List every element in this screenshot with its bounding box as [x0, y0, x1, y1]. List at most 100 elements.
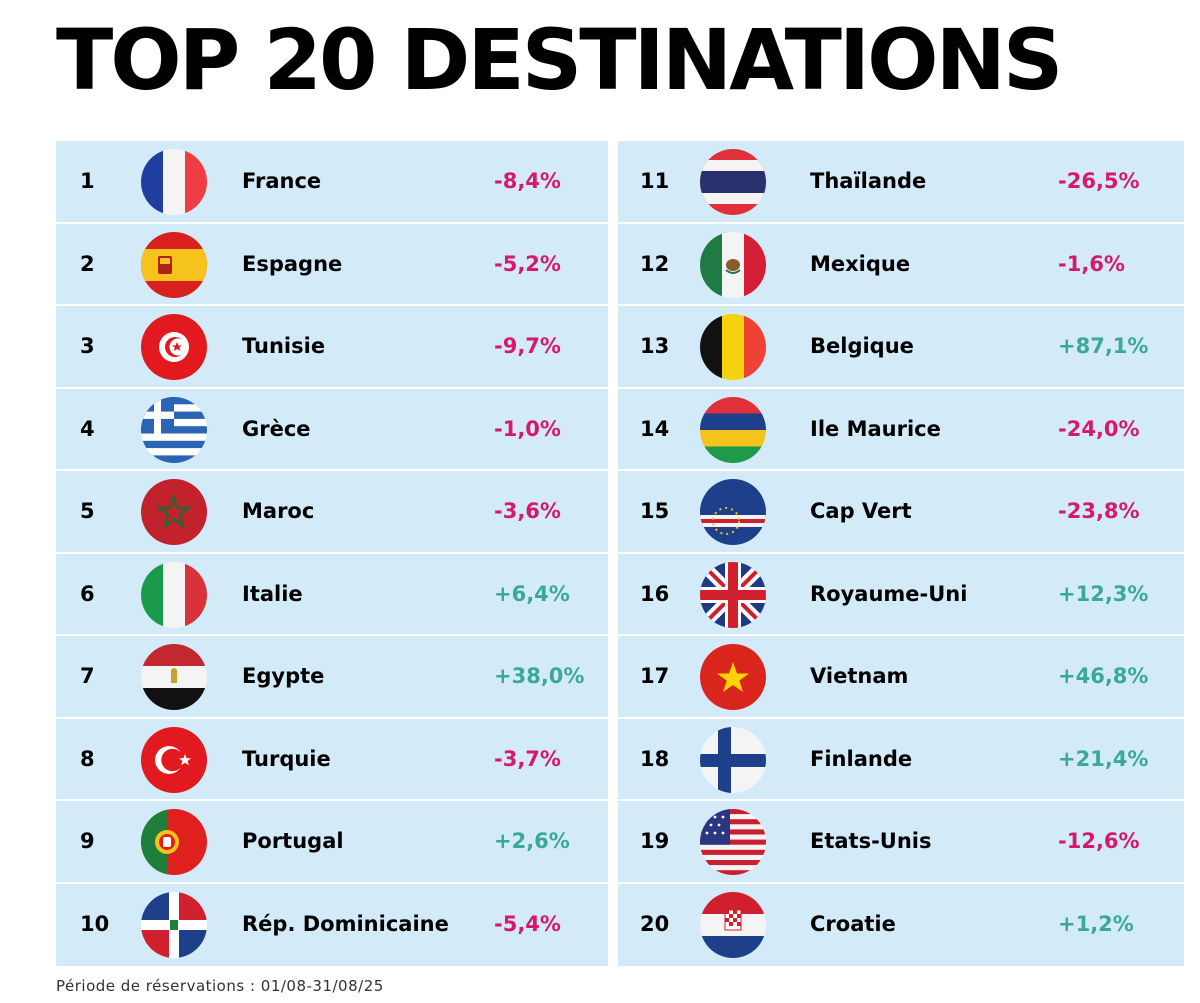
destination-change: -8,4%	[494, 169, 561, 193]
destination-name: Grèce	[242, 416, 311, 441]
destination-change: -1,0%	[494, 416, 561, 441]
destination-change: +87,1%	[1058, 334, 1149, 358]
ranking-column-right: 11 Thaïlande -26,5% 12 Mexique -1,6% 13 Belgiqu…	[618, 141, 1184, 966]
destination-name: Etats-Unis	[810, 829, 932, 853]
mauritius-flag-icon	[700, 396, 766, 463]
destination-rank: 11	[640, 169, 670, 193]
destination-name: Royaume-Uni	[810, 581, 968, 606]
destination-row: 18 Finlande +21,4%	[618, 718, 1184, 799]
destination-rank: 12	[640, 251, 670, 276]
dominican-republic-flag-icon	[141, 891, 207, 958]
destination-row: 2 Espagne -5,2%	[56, 223, 608, 304]
destination-change: +2,6%	[494, 829, 570, 853]
destination-row: 13 Belgique +87,1%	[618, 306, 1184, 387]
destination-change: -24,0%	[1058, 416, 1140, 441]
tunisia-flag-icon	[141, 314, 207, 380]
destination-rank: 4	[80, 416, 95, 441]
destination-name: Italie	[242, 581, 303, 606]
destination-row: 4 Grèce -1,0%	[56, 388, 608, 469]
destination-rank: 14	[640, 416, 670, 441]
destination-name: Finlande	[810, 746, 913, 771]
destination-name: Thaïlande	[810, 169, 927, 193]
destination-rank: 20	[640, 911, 670, 936]
destination-row: 20 Croatie +1,2%	[618, 883, 1184, 966]
turkey-flag-icon	[141, 726, 207, 793]
destination-rank: 15	[640, 499, 670, 523]
destination-row: 12 Mexique -1,6%	[618, 223, 1184, 304]
destination-rank: 8	[80, 746, 95, 771]
destination-row: 14 Ile Maurice -24,0%	[618, 388, 1184, 469]
destination-rank: 1	[80, 169, 95, 193]
destination-rank: 7	[80, 664, 95, 688]
destination-row: 19 Etats-Unis -12,6%	[618, 801, 1184, 882]
destination-row: 11 Thaïlande -26,5%	[618, 141, 1184, 222]
destination-change: -3,6%	[494, 499, 561, 523]
destination-rank: 18	[640, 746, 670, 771]
destination-rank: 19	[640, 829, 670, 853]
destination-row: 16 Royaume-Uni +12,3%	[618, 553, 1184, 634]
destination-name: Ile Maurice	[810, 416, 941, 441]
destination-name: Egypte	[242, 664, 325, 688]
italy-flag-icon	[141, 561, 207, 628]
destination-row: 15 Cap Vert -23,8%	[618, 471, 1184, 552]
destination-row: 8 Turquie -3,7%	[56, 718, 608, 799]
destination-rank: 10	[80, 911, 110, 936]
destination-name: Cap Vert	[810, 499, 912, 523]
destination-name: Croatie	[810, 911, 896, 936]
ranking-column-left: 1 France -8,4% 2 Espagne -5,2% 3 Tunisie -9,7% 4 G…	[56, 141, 608, 966]
united-states-flag-icon	[700, 809, 766, 875]
destination-change: -5,4%	[494, 911, 561, 936]
destination-change: -23,8%	[1058, 499, 1140, 523]
destination-change: -5,2%	[494, 251, 561, 276]
destination-row: 3 Tunisie -9,7%	[56, 306, 608, 387]
destination-change: +12,3%	[1058, 581, 1149, 606]
destination-rank: 17	[640, 664, 670, 688]
destination-row: 5 Maroc -3,6%	[56, 471, 608, 552]
spain-flag-icon	[141, 231, 207, 298]
destination-name: Rép. Dominicaine	[242, 911, 449, 936]
destination-rank: 2	[80, 251, 95, 276]
destination-row: 6 Italie +6,4%	[56, 553, 608, 634]
destination-rank: 6	[80, 581, 95, 606]
destination-name: Espagne	[242, 251, 343, 276]
destination-name: Turquie	[242, 746, 331, 771]
egypt-flag-icon	[141, 644, 207, 710]
vietnam-flag-icon	[700, 644, 766, 710]
destination-change: -26,5%	[1058, 169, 1140, 193]
destination-rank: 9	[80, 829, 95, 853]
destination-rank: 3	[80, 334, 95, 358]
destination-name: Belgique	[810, 334, 914, 358]
destination-change: +38,0%	[494, 664, 585, 688]
france-flag-icon	[141, 149, 207, 215]
destination-row: 17 Vietnam +46,8%	[618, 636, 1184, 717]
destination-rank: 13	[640, 334, 670, 358]
destination-name: Tunisie	[242, 334, 326, 358]
finland-flag-icon	[700, 726, 766, 793]
portugal-flag-icon	[141, 809, 207, 875]
cape-verde-flag-icon	[700, 479, 766, 545]
destination-name: Vietnam	[810, 664, 909, 688]
destination-change: -12,6%	[1058, 829, 1140, 853]
morocco-flag-icon	[141, 479, 207, 545]
mexico-flag-icon	[700, 231, 766, 298]
destination-rank: 5	[80, 499, 95, 523]
greece-flag-icon	[141, 396, 207, 463]
thailand-flag-icon	[700, 149, 766, 215]
belgium-flag-icon	[700, 314, 766, 380]
destination-change: +6,4%	[494, 581, 570, 606]
destination-row: 10 Rép. Dominicaine -5,4%	[56, 883, 608, 966]
destination-row: 1 France -8,4%	[56, 141, 608, 222]
destination-rank: 16	[640, 581, 670, 606]
booking-period-footnote: Période de réservations : 01/08-31/08/25	[56, 977, 384, 995]
destination-row: 7 Egypte +38,0%	[56, 636, 608, 717]
destination-name: Portugal	[242, 829, 344, 853]
destination-change: -9,7%	[494, 334, 561, 358]
destination-row: 9 Portugal +2,6%	[56, 801, 608, 882]
destination-change: -3,7%	[494, 746, 561, 771]
page-title: TOP 20 DESTINATIONS	[56, 11, 1063, 109]
destination-change: +21,4%	[1058, 746, 1149, 771]
destination-change: -1,6%	[1058, 251, 1125, 276]
destination-name: France	[242, 169, 322, 193]
destination-change: +1,2%	[1058, 911, 1134, 936]
croatia-flag-icon	[700, 891, 766, 958]
